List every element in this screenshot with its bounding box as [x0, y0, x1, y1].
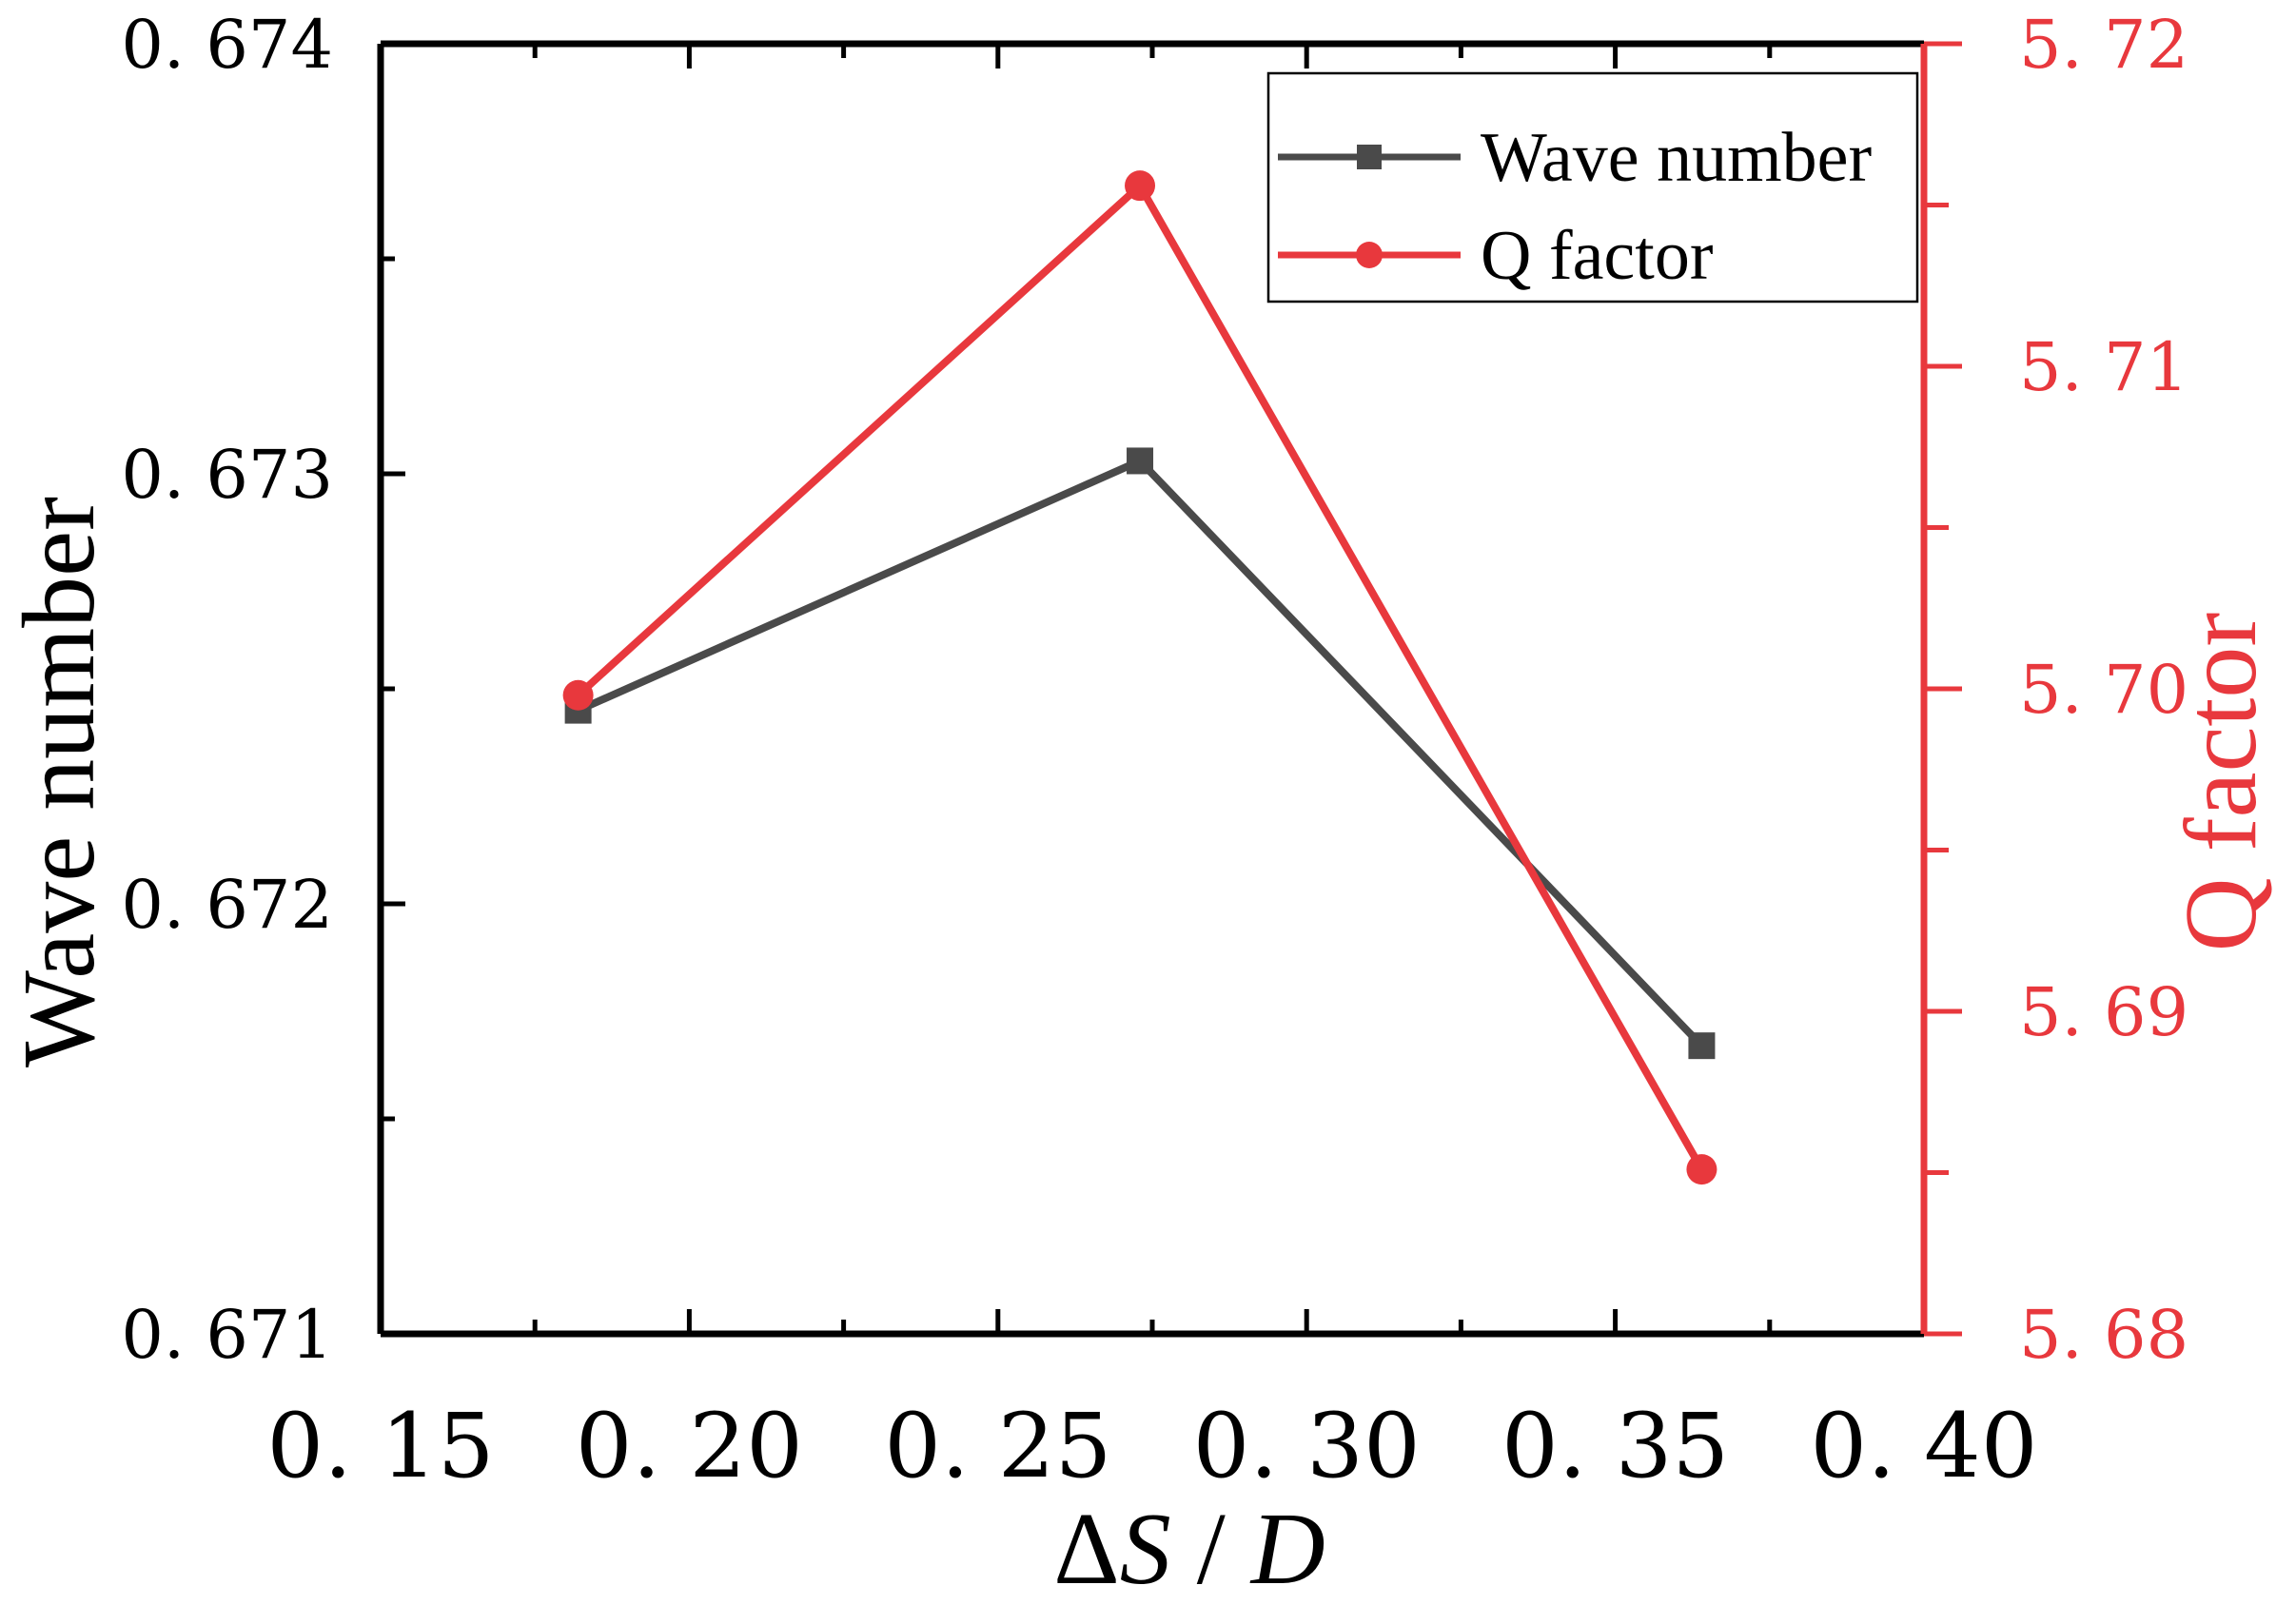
x-axis-title-delta: Δ	[1053, 1493, 1119, 1605]
legend: Wave number Q factor	[1266, 71, 1919, 303]
legend-marker-circle	[1356, 242, 1383, 268]
legend-label-wave-number: Wave number	[1481, 119, 1872, 197]
x-tick-label: 0. 20	[576, 1395, 803, 1498]
x-tick-label: 0. 40	[1810, 1395, 2037, 1498]
data-point-q-factor	[562, 679, 594, 711]
series-line-wave-number	[576, 456, 1705, 1048]
x-tick-label: 0. 15	[266, 1395, 494, 1498]
legend-marker-square	[1357, 145, 1382, 169]
axes-layer: 0. 15 0. 20 0. 25 0. 30 0. 35 0. 40 0. 671 0. 6…	[121, 6, 2188, 1498]
y-right-tick-label: 5. 70	[2019, 651, 2188, 729]
x-tick-label: 0. 25	[884, 1395, 1111, 1498]
series-line-q-factor	[575, 179, 1705, 1172]
y-right-tick-label: 5. 68	[2019, 1296, 2188, 1374]
data-point-wave-number	[1127, 447, 1154, 475]
x-axis-title: ΔS / D	[1053, 1493, 1325, 1605]
x-axis-title-d: D	[1249, 1493, 1325, 1605]
y-right-axis-title: Q factor	[2165, 613, 2278, 952]
y-left-tick-label: 0. 673	[121, 436, 333, 514]
y-left-tick-label: 0. 671	[121, 1296, 333, 1374]
x-axis-title-s: S	[1120, 1493, 1171, 1605]
data-point-wave-number	[1688, 1032, 1716, 1060]
x-tick-label: 0. 35	[1501, 1395, 1729, 1498]
y-left-tick-label: 0. 674	[121, 6, 333, 84]
series-layer	[562, 170, 1717, 1185]
y-left-tick-label: 0. 672	[121, 866, 333, 944]
y-right-tick-label: 5. 71	[2019, 328, 2188, 406]
data-point-q-factor	[1686, 1154, 1717, 1185]
x-axis-title-sep: /	[1171, 1493, 1251, 1605]
y-right-tick-label: 5. 72	[2019, 6, 2188, 84]
legend-label-q-factor: Q factor	[1481, 217, 1713, 295]
y-right-tick-label: 5. 69	[2019, 973, 2188, 1051]
y-left-axis-title: Wave number	[3, 497, 116, 1067]
data-point-q-factor	[1125, 170, 1156, 202]
x-tick-label: 0. 30	[1193, 1395, 1421, 1498]
